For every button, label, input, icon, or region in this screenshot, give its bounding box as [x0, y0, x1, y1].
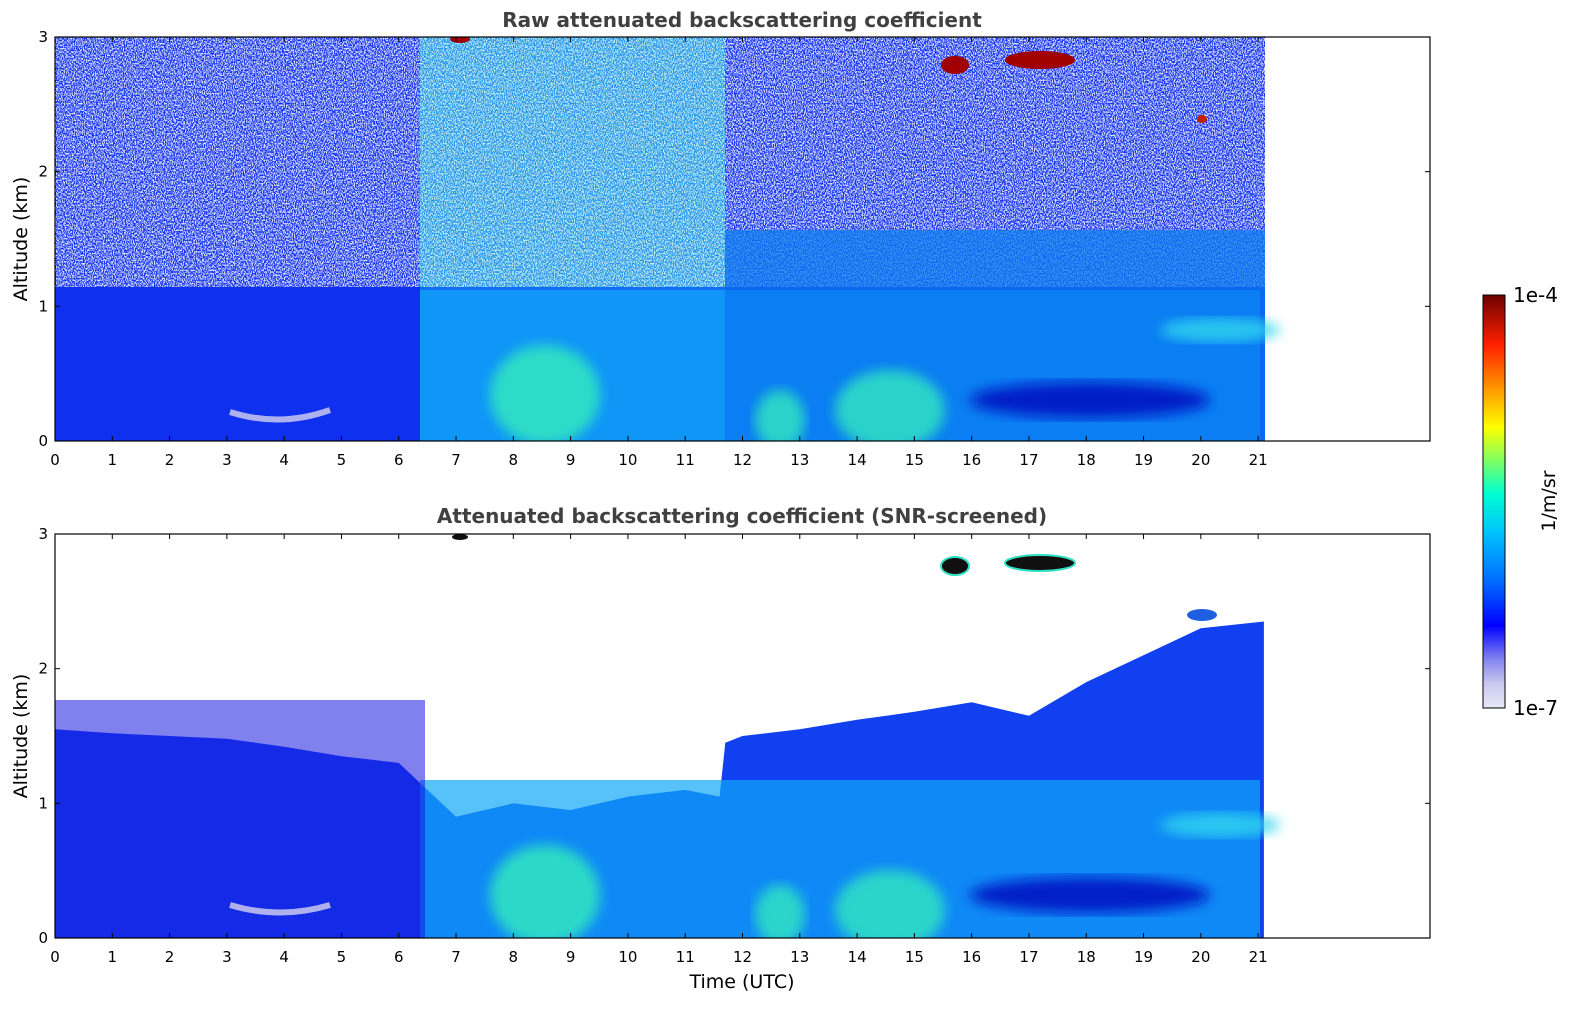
panel1-x-ticks: 0 1 2 3 4 5 6 7 8 9 10 11 12 13 14 15 16 17 18 19 20 21: [50, 37, 1268, 469]
x-tick-label: 19: [1134, 451, 1153, 469]
x-tick-label: 5: [337, 948, 347, 966]
x-tick-label: 3: [222, 451, 232, 469]
y-tick-label: 3: [38, 28, 48, 46]
x-tick-label: 16: [962, 451, 981, 469]
x-tick-label: 15: [905, 948, 924, 966]
x-tick-label: 12: [733, 948, 752, 966]
panel2-ylabel: Altitude (km): [10, 674, 32, 799]
x-tick-label: 0: [50, 948, 60, 966]
snr-screened-heatmap: [55, 534, 1280, 938]
x-tick-label: 12: [733, 451, 752, 469]
x-tick-label: 17: [1019, 451, 1038, 469]
x-tick-label: 11: [676, 451, 695, 469]
x-tick-label: 9: [566, 948, 576, 966]
y-tick-label: 0: [38, 929, 48, 947]
x-tick-label: 7: [451, 948, 461, 966]
raw-backscatter-panel: Raw attenuated backscattering coefficien…: [10, 8, 1431, 469]
panel1-title: Raw attenuated backscattering coefficien…: [502, 8, 982, 32]
x-tick-label: 18: [1077, 451, 1096, 469]
y-tick-label: 1: [38, 297, 48, 315]
raw-backscatter-heatmap: [55, 37, 1280, 441]
x-tick-label: 14: [848, 948, 867, 966]
panel2-xlabel: Time (UTC): [688, 971, 794, 993]
x-tick-label: 1: [108, 948, 118, 966]
panel2-title: Attenuated backscattering coefficient (S…: [437, 504, 1047, 528]
x-tick-label: 2: [165, 451, 175, 469]
x-tick-label: 0: [50, 451, 60, 469]
colorbar-scale: [1482, 294, 1506, 709]
y-tick-label: 1: [38, 794, 48, 812]
x-tick-label: 19: [1134, 948, 1153, 966]
x-tick-label: 13: [790, 451, 809, 469]
colorbar-max-label: 1e-4: [1513, 283, 1558, 307]
x-tick-label: 8: [509, 451, 519, 469]
y-tick-label: 0: [38, 432, 48, 450]
x-tick-label: 13: [790, 948, 809, 966]
x-tick-label: 20: [1191, 948, 1210, 966]
x-tick-label: 2: [165, 948, 175, 966]
panel2-x-ticks: 0 1 2 3 4 5 6 7 8 9 10 11 12 13 14 15 16 17 18 19 20 21: [50, 534, 1268, 966]
y-tick-label: 3: [38, 525, 48, 543]
colorbar-min-label: 1e-7: [1513, 696, 1558, 720]
x-tick-label: 18: [1077, 948, 1096, 966]
x-tick-label: 3: [222, 948, 232, 966]
x-tick-label: 5: [337, 451, 347, 469]
x-tick-label: 20: [1191, 451, 1210, 469]
panel1-y-ticks: 0 1 2 3: [38, 28, 1430, 450]
x-tick-label: 17: [1019, 948, 1038, 966]
x-tick-label: 9: [566, 451, 576, 469]
y-tick-label: 2: [38, 660, 48, 678]
x-tick-label: 4: [279, 451, 289, 469]
x-tick-label: 7: [451, 451, 461, 469]
y-tick-label: 2: [38, 163, 48, 181]
x-tick-label: 10: [618, 451, 637, 469]
x-tick-label: 1: [108, 451, 118, 469]
x-tick-label: 6: [394, 451, 404, 469]
x-tick-label: 8: [509, 948, 519, 966]
x-tick-label: 16: [962, 948, 981, 966]
x-tick-label: 6: [394, 948, 404, 966]
x-tick-label: 10: [618, 948, 637, 966]
x-tick-label: 4: [279, 948, 289, 966]
panel1-ylabel: Altitude (km): [10, 177, 32, 302]
x-tick-label: 15: [905, 451, 924, 469]
x-tick-label: 21: [1249, 451, 1268, 469]
snr-screened-panel: Attenuated backscattering coefficient (S…: [10, 504, 1431, 993]
colorbar: 1e-4 1e-7 1/m/sr: [1482, 283, 1560, 720]
x-tick-label: 21: [1249, 948, 1268, 966]
panel2-y-ticks: 0 1 2 3: [38, 525, 1430, 947]
x-tick-label: 11: [676, 948, 695, 966]
x-tick-label: 14: [848, 451, 867, 469]
colorbar-label: 1/m/sr: [1538, 470, 1560, 531]
